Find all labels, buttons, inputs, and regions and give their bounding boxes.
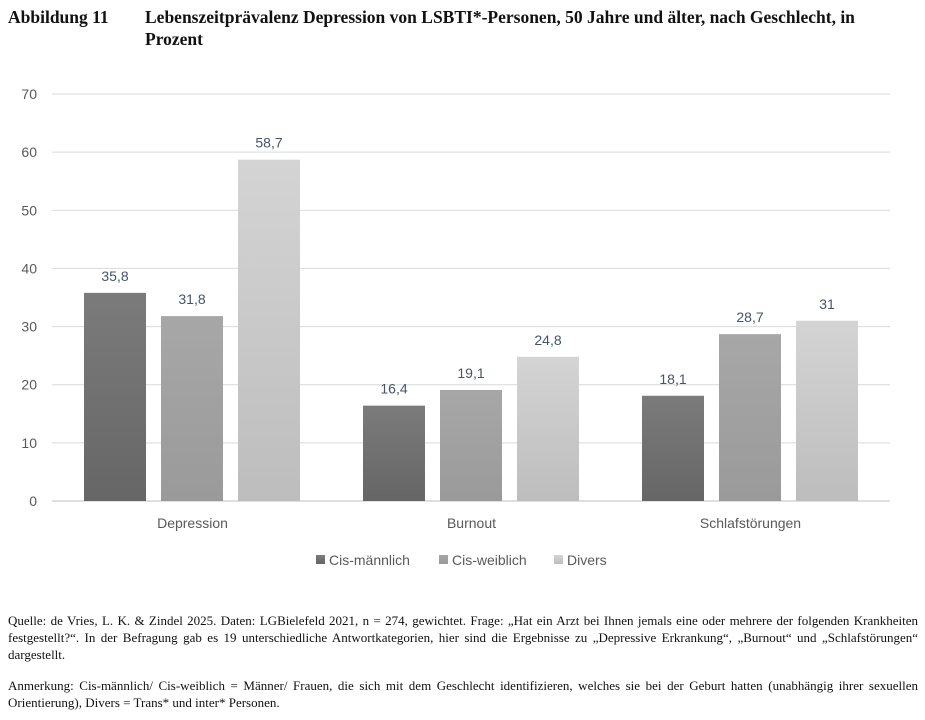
data-label-schlafstorungen-cis-mannlich: 18,1 <box>659 371 686 387</box>
data-label-burnout-divers: 24,8 <box>534 332 561 348</box>
y-tick-label: 60 <box>21 144 37 160</box>
legend-label: Cis-männlich <box>329 552 410 568</box>
data-label-burnout-cis-mannlich: 16,4 <box>380 381 407 397</box>
y-axis-ticks: 0 10 20 30 40 50 60 70 <box>21 86 37 509</box>
figure-number: Abbildung 11 <box>8 7 109 27</box>
legend-swatch <box>554 555 563 564</box>
bar-chart: 0 10 20 30 40 50 60 70 35,8 31,8 58,7 16,4 19,1 24,8… <box>21 86 890 568</box>
y-tick-label: 70 <box>21 86 37 102</box>
legend-item-cis-mannlich: Cis-männlich <box>316 552 410 568</box>
bar-depression-cis-mannlich <box>84 292 146 501</box>
legend-label: Divers <box>567 552 607 568</box>
y-tick-label: 50 <box>21 202 37 218</box>
legend-item-cis-weiblich: Cis-weiblich <box>439 552 527 568</box>
bar-burnout-cis-weiblich <box>440 389 502 501</box>
bar-burnout-divers <box>517 356 579 501</box>
data-label-depression-divers: 58,7 <box>255 135 282 151</box>
y-tick-label: 40 <box>21 260 37 276</box>
bar-depression-cis-weiblich <box>161 316 223 501</box>
y-tick-label: 20 <box>21 377 37 393</box>
data-label-burnout-cis-weiblich: 19,1 <box>457 365 484 381</box>
data-label-depression-cis-weiblich: 31,8 <box>178 291 205 307</box>
bar-burnout-cis-mannlich <box>363 405 425 501</box>
x-tick-label-depression: Depression <box>157 515 228 531</box>
data-label-depression-cis-mannlich: 35,8 <box>101 268 128 284</box>
legend-label: Cis-weiblich <box>452 552 527 568</box>
figure-title: Lebenszeitprävalenz Depression von LSBTI… <box>145 7 855 49</box>
legend-swatch <box>316 555 325 564</box>
source-note: Quelle: de Vries, L. K. & Zindel 2025. D… <box>8 613 918 662</box>
x-axis-ticks: Depression Burnout Schlafstörungen <box>157 515 801 531</box>
legend-item-divers: Divers <box>554 552 607 568</box>
data-label-schlafstorungen-cis-weiblich: 28,7 <box>736 309 763 325</box>
y-tick-label: 30 <box>21 319 37 335</box>
bar-schlafstorungen-cis-mannlich <box>642 395 704 501</box>
bar-depression-divers <box>238 159 300 502</box>
legend: Cis-männlich Cis-weiblich Divers <box>316 552 607 568</box>
bars <box>84 159 858 502</box>
legend-swatch <box>439 555 448 564</box>
data-label-schlafstorungen-divers: 31 <box>819 296 835 312</box>
remark-note: Anmerkung: Cis-männlich/ Cis-weiblich = … <box>8 678 918 710</box>
bar-schlafstorungen-divers <box>796 320 858 501</box>
y-tick-label: 0 <box>29 493 37 509</box>
data-labels: 35,8 31,8 58,7 16,4 19,1 24,8 18,1 28,7 31 <box>101 135 835 397</box>
bar-schlafstorungen-cis-weiblich <box>719 334 781 501</box>
x-tick-label-burnout: Burnout <box>447 515 496 531</box>
x-tick-label-schlafstorungen: Schlafstörungen <box>700 515 801 531</box>
y-tick-label: 10 <box>21 435 37 451</box>
